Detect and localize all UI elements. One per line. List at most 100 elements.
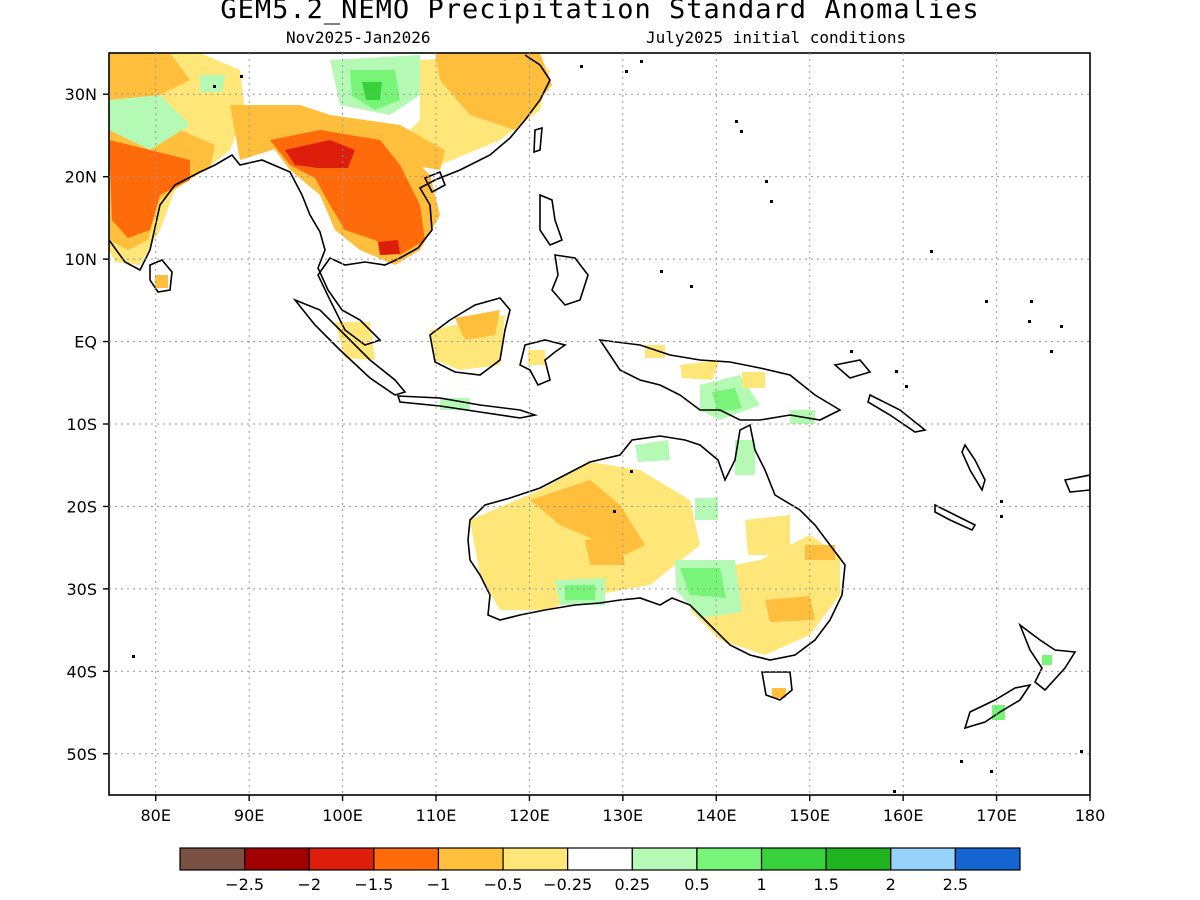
shade-australia-capeyork [735,440,755,475]
shade-newguinea-east [742,372,765,388]
shade-australia-north-wet [635,440,670,462]
coast-newguinea [598,338,842,421]
island-dot [1030,300,1033,303]
island-dot [1110,480,1113,483]
colorbar-swatch [373,847,440,871]
map-frame [108,52,1091,796]
coast-asia-mainland [109,54,551,346]
shade-australia-west-weak [470,462,700,610]
color-legend: −2.5 −2 −1.5 −1 −0.5 −0.25 0.25 0.5 1 1.5 2 2.5 [179,847,1021,894]
coast-solomons [867,393,927,433]
lat-tick-label: 50S [66,745,97,764]
colorbar-swatch [825,847,892,871]
colorbar-label: −1.5 [354,875,393,894]
island-dot [132,655,135,658]
anomaly-shading [109,53,1052,720]
coast-newcaledonia [934,503,977,532]
island-dot [1080,750,1083,753]
shade-malaya [335,322,375,360]
lon-tick-label: 150E [789,806,830,825]
initial-conditions: July2025 initial conditions [646,28,907,47]
shade-australia-sa-wet2 [565,585,595,600]
island-dot [240,75,243,78]
island-dot [1050,350,1053,353]
colorbar-label: −2 [297,875,321,894]
colorbar-swatch [244,847,310,871]
lon-tick-label: 140E [696,806,737,825]
coast-srilanka [149,259,173,293]
island-dot [690,285,693,288]
lat-tick-label: 30N [65,85,97,104]
lon-tick-label: 100E [322,806,363,825]
coast-philippines-south [551,254,589,306]
shade-china-mod [435,53,552,130]
colorbar-label: −0.5 [484,875,523,894]
island-dot [1000,500,1003,503]
coast-borneo [429,297,511,376]
colorbar-swatch [696,847,763,871]
shade-australia-qld-wet2 [680,568,726,598]
coast-nz-south [963,683,1032,730]
island-dot [1000,515,1003,518]
island-dot [930,250,933,253]
forecast-period: Nov2025-Jan2026 [286,28,431,47]
coast-sulawesi [519,339,567,387]
lon-tick-label: 170E [976,806,1017,825]
lat-tick-label: 10N [65,250,97,269]
figure-title: GEM5.2_NEMO Precipitation Standard Anoma… [220,0,980,25]
coast-australia [467,423,846,661]
shade-tasmania [772,688,786,698]
colorbar-label: −1 [427,875,451,894]
island-dot [740,130,743,133]
island-dot [640,60,643,63]
coastlines [109,54,1090,730]
coast-newbritain [833,359,872,379]
graticule [109,53,1090,795]
shade-australia-nt-wet [695,498,718,520]
coast-fiji [1063,474,1090,493]
coast-nz-north [1018,622,1077,692]
island-dot [905,385,908,388]
lon-tick-label: 120E [509,806,550,825]
shade-australia-east-weak [745,515,790,555]
lon-tick-label: 130E [603,806,644,825]
colorbar-label: 2.5 [943,875,968,894]
shade-cambodia-severe [378,240,400,255]
shade-nz-north [1042,655,1052,665]
colorbar-swatch [437,847,504,871]
shade-tibet-small [200,75,225,92]
colorbar-label: 1 [756,875,766,894]
colorbar-label: −0.25 [543,875,592,894]
lon-tick-label: 110E [416,806,457,825]
island-dot [1060,325,1063,328]
colorbar-swatch [308,847,375,871]
colorbar-swatch [890,847,956,871]
colorbar-label: 2 [886,875,896,894]
lat-tick-label: 10S [66,415,97,434]
shade-india-strong [109,140,190,238]
island-dot [630,470,633,473]
coast-java [396,395,539,419]
island-dot [580,65,583,68]
shade-sulawesi [528,350,545,365]
lat-tick-label: 30S [66,580,97,599]
island-dot [735,120,738,123]
shade-australia-ne-mod [805,545,835,560]
island-dot [985,300,988,303]
shade-newguinea-wet2 [712,388,742,412]
coast-tasmania [761,671,793,701]
colorbar-swatch [179,847,246,871]
colorbar-label: 1.5 [813,875,838,894]
lat-tick-label: 20N [65,168,97,187]
shade-tibet-strong [362,82,382,100]
lon-tick-label: 90E [234,806,264,825]
colorbar-label: 0.25 [614,875,650,894]
island-dot [765,180,768,183]
shade-newguinea-dry [680,360,720,380]
lon-tick-label: 80E [140,806,170,825]
island-dot [613,510,616,513]
colorbar-swatch [631,847,698,871]
axis-ticks: 30N 20N 10N EQ 10S 20S 30S 40S 50S 80E 90E 100E 110E… [65,85,1106,825]
island-dot [1028,320,1031,323]
